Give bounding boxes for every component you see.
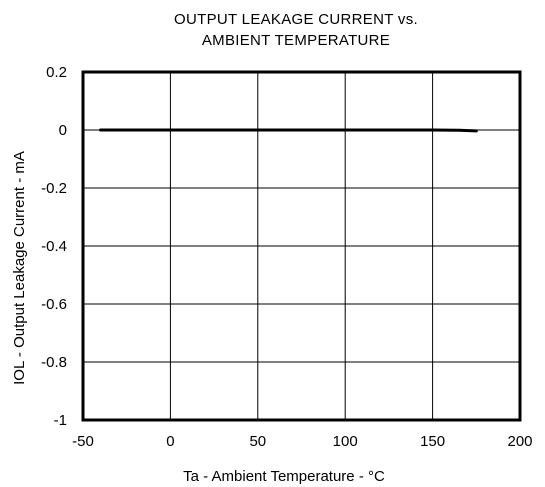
grid (83, 72, 520, 420)
x-tick-label: 0 (166, 433, 174, 450)
y-tick-label: -1 (54, 412, 67, 429)
y-tick-label: 0 (59, 122, 67, 139)
x-tick-label: -50 (72, 433, 94, 450)
series-line-0 (99, 128, 478, 133)
x-tick-label: 50 (249, 433, 266, 450)
chart-title-line-1: OUTPUT LEAKAGE CURRENT vs. (174, 11, 418, 28)
y-tick-labels: 0.2 0 -0.2 -0.4 -0.6 -0.8 -1 (41, 64, 67, 429)
y-tick-label: -0.4 (41, 238, 67, 255)
x-tick-label: 200 (507, 433, 532, 450)
x-tick-label: 150 (420, 433, 445, 450)
x-tick-label: 100 (333, 433, 358, 450)
y-axis-label: IOL - Output Leakage Current - mA (11, 151, 28, 385)
y-tick-label: -0.6 (41, 296, 67, 313)
series-layer (99, 128, 478, 133)
x-axis-label: Ta - Ambient Temperature - °C (183, 468, 385, 485)
y-tick-label: 0.2 (46, 64, 67, 81)
x-tick-labels: -50 0 50 100 150 200 (72, 433, 532, 450)
chart-title-line-2: AMBIENT TEMPERATURE (202, 32, 390, 49)
y-tick-label: -0.2 (41, 180, 67, 197)
y-tick-label: -0.8 (41, 354, 67, 371)
plot-frame (81, 70, 522, 422)
